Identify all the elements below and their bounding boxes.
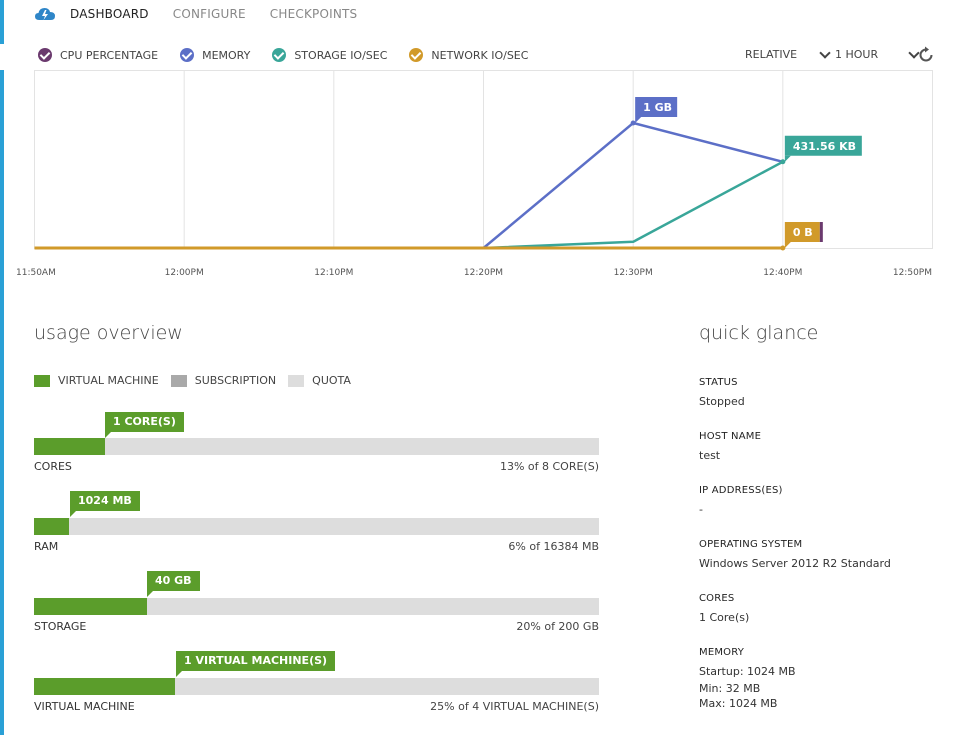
memory-startup-value: Startup: 1024 MB: [699, 665, 796, 678]
legend-item-storage-io[interactable]: STORAGE IO/SEC: [272, 48, 387, 62]
legend-label: QUOTA: [312, 374, 351, 387]
data-label-accent: [819, 222, 823, 242]
usage-bar-track: [34, 678, 599, 695]
tab-dashboard[interactable]: DASHBOARD: [70, 7, 149, 21]
x-tick-label: 12:30PM: [614, 268, 653, 278]
left-accent-bar: [0, 0, 4, 44]
status-label: STATUS: [699, 377, 738, 388]
memory-min-value: Min: 32 MB: [699, 682, 761, 695]
usage-bar-fill: [34, 518, 70, 535]
ip-address-label: IP ADDRESS(ES): [699, 485, 783, 496]
usage-row-summary: 6% of 16384 MB: [508, 540, 599, 553]
usage-legend-item: VIRTUAL MACHINE: [34, 374, 159, 387]
data-label-pointer: [784, 242, 791, 248]
data-label-text: 431.56 KB: [793, 140, 856, 153]
usage-bar-track: [34, 598, 599, 615]
x-tick-label: 12:10PM: [314, 268, 353, 278]
checkmark-icon: [180, 48, 195, 62]
data-label-box: [635, 97, 678, 117]
data-label-pointer: [635, 117, 642, 123]
time-range-label: 1 HOUR: [835, 48, 879, 61]
x-tick-label: 12:40PM: [763, 268, 802, 278]
data-point: [630, 120, 636, 126]
data-point: [780, 245, 786, 251]
usage-row-summary: 13% of 8 CORE(S): [499, 460, 599, 473]
tab-checkpoints[interactable]: CHECKPOINTS: [269, 7, 358, 21]
legend-swatch: [288, 374, 305, 387]
usage-bar-fill: [34, 598, 147, 615]
usage-callout: 1 VIRTUAL MACHINE(S): [176, 651, 336, 677]
legend-label: MEMORY: [202, 48, 251, 62]
usage-row-label: CORES: [34, 460, 72, 473]
legend-label: VIRTUAL MACHINE: [58, 374, 159, 387]
legend-label: NETWORK IO/SEC: [431, 48, 529, 62]
data-label-text: 1 GB: [643, 101, 672, 114]
usage-row-label: STORAGE: [34, 620, 87, 633]
quick-glance-title: quick glance: [699, 322, 819, 344]
x-tick-label: 12:00PM: [165, 268, 204, 278]
checkmark-icon: [272, 48, 287, 62]
data-label-text: 0 B: [793, 226, 813, 239]
usage-callout: 1024 MB: [70, 491, 140, 517]
cloud-logo-icon: [34, 4, 56, 24]
x-tick-label: 12:20PM: [464, 268, 503, 278]
usage-overview-title: usage overview: [34, 322, 183, 344]
data-point: [780, 159, 786, 165]
chevron-down-icon: [819, 47, 831, 59]
legend-item-network-io[interactable]: NETWORK IO/SEC: [409, 48, 528, 62]
legend-item-memory[interactable]: MEMORY: [180, 48, 250, 62]
x-tick-label: 12:50PM: [893, 268, 932, 278]
legend-label: SUBSCRIPTION: [194, 374, 277, 387]
usage-bar-fill: [34, 678, 176, 695]
relative-dropdown-label: RELATIVE: [745, 48, 798, 61]
legend-swatch: [34, 374, 50, 387]
usage-legend-item: SUBSCRIPTION: [170, 374, 277, 387]
usage-bar-track: [34, 518, 599, 535]
usage-row-summary: 25% of 4 VIRTUAL MACHINE(S): [430, 700, 599, 713]
legend-swatch: [170, 374, 187, 387]
legend-label: CPU PERCENTAGE: [60, 48, 159, 62]
cores-value: 1 Core(s): [699, 611, 750, 624]
data-label-pointer: [784, 155, 791, 162]
checkmark-icon: [409, 48, 424, 62]
metric-legend: CPU PERCENTAGE MEMORY STORAGE IO/SEC NET…: [38, 48, 550, 62]
legend-item-cpu-percentage[interactable]: CPU PERCENTAGE: [38, 48, 158, 62]
data-label-box: [784, 222, 820, 242]
cores-label: CORES: [699, 593, 735, 604]
host-name-value: test: [699, 449, 721, 462]
usage-legend: VIRTUAL MACHINE SUBSCRIPTION QUOTA: [34, 374, 363, 387]
usage-row-label: VIRTUAL MACHINE: [34, 700, 135, 713]
usage-bar-fill: [34, 438, 105, 455]
top-nav: DASHBOARD CONFIGURE CHECKPOINTS: [34, 4, 381, 24]
left-accent-bar: [0, 70, 4, 735]
status-value: Stopped: [699, 395, 745, 408]
relative-dropdown[interactable]: RELATIVE: [745, 47, 837, 61]
usage-callout: 40 GB: [147, 571, 200, 597]
memory-max-value: Max: 1024 MB: [699, 697, 778, 710]
checkmark-icon: [38, 48, 52, 62]
usage-legend-item: QUOTA: [288, 374, 351, 387]
tab-configure[interactable]: CONFIGURE: [172, 7, 246, 21]
refresh-icon[interactable]: [917, 46, 935, 64]
ip-address-value: -: [699, 503, 703, 516]
legend-label: STORAGE IO/SEC: [294, 48, 388, 62]
usage-callout: 1 CORE(S): [105, 412, 184, 438]
data-label-box: [784, 135, 862, 156]
memory-label: MEMORY: [699, 647, 745, 658]
usage-bar-track: [34, 438, 599, 455]
usage-row-summary: 20% of 200 GB: [516, 620, 599, 633]
metrics-line-chart: 1 GB 431.56 KB 0 B 11:50AM 12:00PM 12:10PM 12…: [16, 70, 933, 278]
time-range-dropdown[interactable]: 1 HOUR: [835, 47, 926, 61]
os-value: Windows Server 2012 R2 Standard: [699, 557, 891, 570]
x-tick-label: 11:50AM: [16, 268, 56, 278]
usage-row-label: RAM: [34, 540, 59, 553]
host-name-label: HOST NAME: [699, 431, 762, 442]
os-label: OPERATING SYSTEM: [699, 539, 803, 550]
